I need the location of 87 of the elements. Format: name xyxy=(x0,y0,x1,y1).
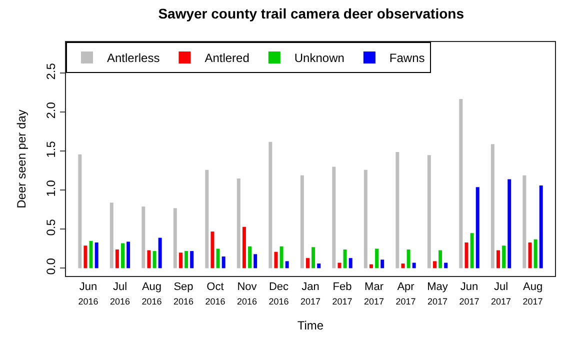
x-tick-label: Feb 2017 xyxy=(332,281,352,306)
y-tick-label: 2.5 xyxy=(44,62,58,80)
bar xyxy=(312,247,316,268)
legend-label: Unknown xyxy=(294,51,344,66)
x-tick-label: Nov 2016 xyxy=(236,281,258,306)
bar xyxy=(152,251,156,268)
bar xyxy=(84,246,88,268)
bar xyxy=(190,251,194,268)
bar xyxy=(502,246,506,268)
bar xyxy=(427,155,431,268)
x-tick-label: Jul 2016 xyxy=(110,281,130,306)
bar xyxy=(178,252,182,268)
bar xyxy=(343,249,347,268)
bar xyxy=(254,254,258,268)
bar xyxy=(412,262,416,268)
bar xyxy=(534,239,538,268)
chart-title: Sawyer county trail camera deer observations xyxy=(158,5,464,22)
bar xyxy=(396,152,400,268)
bar xyxy=(508,179,512,268)
y-tick-label: 1.0 xyxy=(44,180,58,197)
x-tick-label: May 2017 xyxy=(427,281,448,306)
bar xyxy=(110,202,114,268)
x-tick-label: Jul 2017 xyxy=(491,281,512,306)
x-tick-label: Jun 2016 xyxy=(78,281,98,306)
bar xyxy=(280,246,284,268)
y-tick-label: 0.5 xyxy=(44,218,58,236)
bar xyxy=(364,170,368,268)
x-tick-label: Apr 2017 xyxy=(396,281,416,306)
legend-label: Antlerless xyxy=(107,51,160,66)
bar xyxy=(173,208,177,268)
bar xyxy=(490,144,494,268)
bar xyxy=(496,250,500,268)
bar xyxy=(268,142,272,268)
bar xyxy=(306,258,310,268)
y-tick-label: 0.0 xyxy=(44,258,58,275)
bar xyxy=(216,248,220,268)
bar xyxy=(444,262,448,268)
bar xyxy=(94,242,98,268)
bar xyxy=(242,226,246,268)
x-tick-label: Aug 2016 xyxy=(142,281,162,306)
x-axis-title: Time xyxy=(297,318,324,332)
y-tick-label: 1.5 xyxy=(44,140,58,158)
bar xyxy=(126,242,130,268)
bar xyxy=(464,242,468,268)
bar xyxy=(300,175,304,268)
x-tick-label: Mar 2017 xyxy=(364,281,384,306)
bar xyxy=(147,250,151,268)
bar xyxy=(210,232,214,268)
bar xyxy=(375,248,379,268)
bar xyxy=(158,238,162,268)
bar xyxy=(401,264,405,268)
legend-label: Fawns xyxy=(389,51,425,66)
bar xyxy=(236,178,240,268)
bar xyxy=(432,261,436,268)
bar xyxy=(332,166,336,268)
bar xyxy=(338,262,342,268)
bar xyxy=(380,260,384,268)
bar xyxy=(348,258,352,268)
bar xyxy=(115,249,119,268)
legend-label: Antlered xyxy=(204,51,250,66)
bar xyxy=(274,252,278,268)
bar xyxy=(522,175,526,268)
bar xyxy=(539,186,543,268)
bar xyxy=(121,243,125,268)
bar xyxy=(142,206,146,268)
x-tick-label: Aug 2017 xyxy=(522,281,543,306)
bar xyxy=(317,264,321,268)
bar xyxy=(285,261,289,268)
x-tick-label: Sep 2016 xyxy=(173,281,194,306)
x-tick-label: Oct 2016 xyxy=(205,281,226,306)
bar xyxy=(89,240,93,268)
x-tick-label: Jun 2017 xyxy=(459,281,480,306)
bar xyxy=(222,256,226,268)
x-tick-label: Dec 2016 xyxy=(268,281,290,306)
bar xyxy=(78,154,82,268)
bar xyxy=(406,249,410,268)
bar xyxy=(470,233,474,268)
bar xyxy=(438,250,442,268)
bar xyxy=(476,187,480,268)
x-tick-label: Jan 2017 xyxy=(300,281,321,306)
bar xyxy=(205,170,209,268)
bar xyxy=(184,251,188,268)
y-axis-title: Deer seen per day xyxy=(14,110,28,208)
bar xyxy=(369,264,373,268)
bar xyxy=(248,246,252,268)
bar xyxy=(459,98,463,268)
y-tick-label: 2.0 xyxy=(44,102,58,119)
